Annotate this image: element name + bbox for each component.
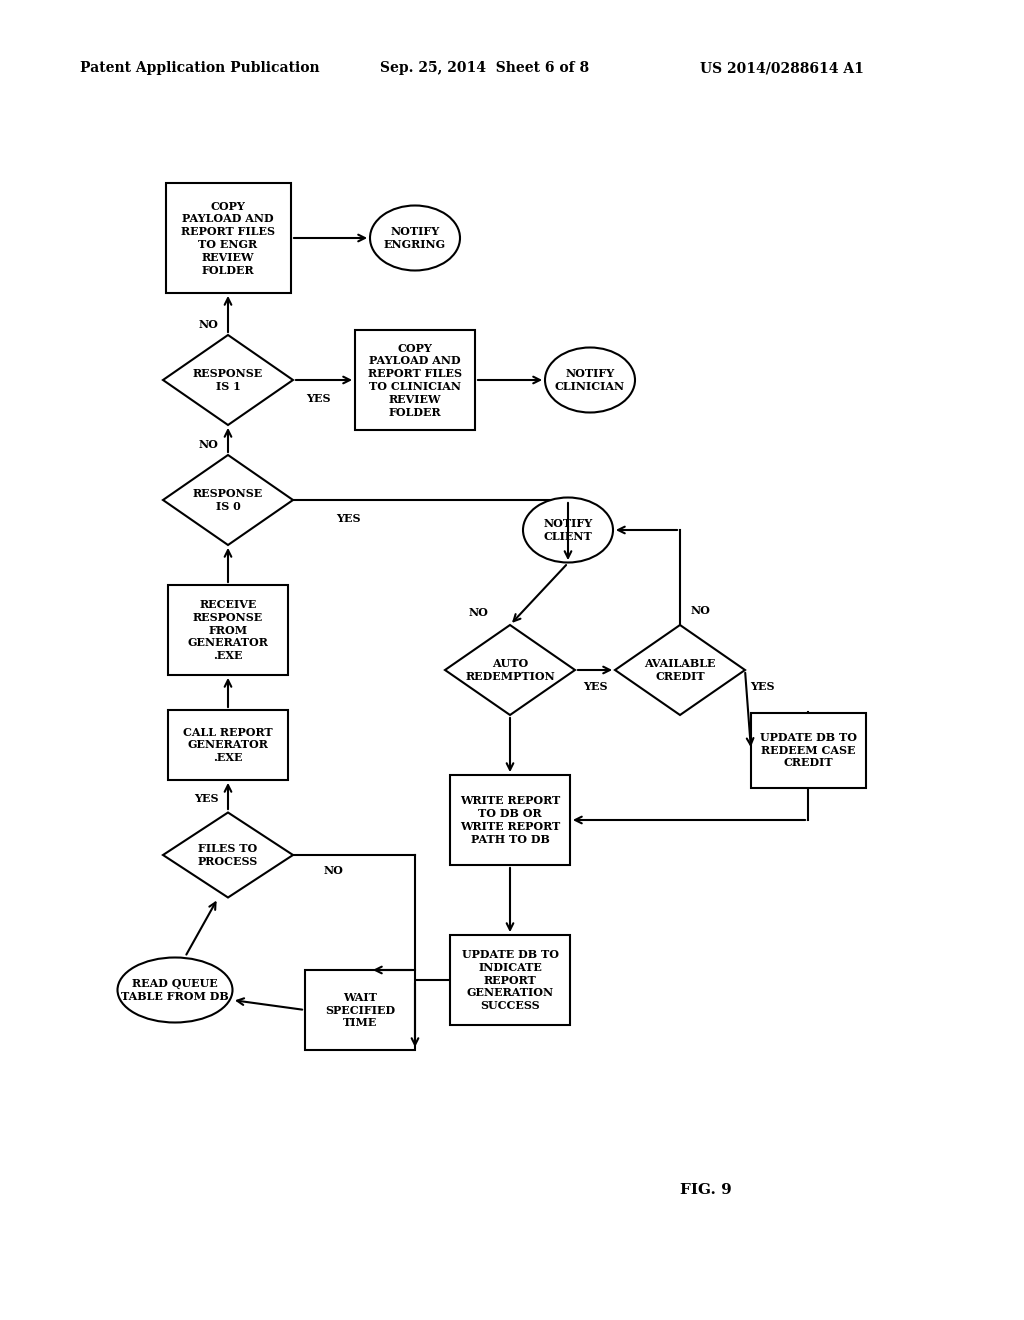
Polygon shape	[615, 624, 745, 715]
Text: YES: YES	[583, 681, 607, 692]
FancyBboxPatch shape	[751, 713, 865, 788]
FancyBboxPatch shape	[168, 710, 288, 780]
Text: NO: NO	[198, 319, 218, 330]
FancyBboxPatch shape	[355, 330, 475, 430]
FancyBboxPatch shape	[305, 970, 415, 1049]
Ellipse shape	[118, 957, 232, 1023]
Text: RESPONSE
IS 1: RESPONSE IS 1	[193, 368, 263, 392]
Text: AUTO
REDEMPTION: AUTO REDEMPTION	[465, 659, 555, 682]
FancyBboxPatch shape	[450, 775, 570, 865]
Text: NO: NO	[323, 865, 343, 875]
Text: AVAILABLE
CREDIT: AVAILABLE CREDIT	[644, 659, 716, 682]
Text: WAIT
SPECIFIED
TIME: WAIT SPECIFIED TIME	[325, 991, 395, 1028]
Text: UPDATE DB TO
INDICATE
REPORT
GENERATION
SUCCESS: UPDATE DB TO INDICATE REPORT GENERATION …	[462, 949, 558, 1011]
Text: FILES TO
PROCESS: FILES TO PROCESS	[198, 843, 258, 867]
Text: RESPONSE
IS 0: RESPONSE IS 0	[193, 488, 263, 512]
Text: COPY
PAYLOAD AND
REPORT FILES
TO ENGR
REVIEW
FOLDER: COPY PAYLOAD AND REPORT FILES TO ENGR RE…	[181, 201, 275, 276]
Text: NOTIFY
CLIENT: NOTIFY CLIENT	[544, 519, 593, 543]
Text: NOTIFY
ENGRING: NOTIFY ENGRING	[384, 226, 446, 249]
Text: NO: NO	[468, 606, 488, 618]
Text: YES: YES	[194, 793, 218, 804]
Text: COPY
PAYLOAD AND
REPORT FILES
TO CLINICIAN
REVIEW
FOLDER: COPY PAYLOAD AND REPORT FILES TO CLINICI…	[368, 342, 462, 417]
Ellipse shape	[545, 347, 635, 412]
Text: YES: YES	[306, 392, 331, 404]
Ellipse shape	[370, 206, 460, 271]
Text: US 2014/0288614 A1: US 2014/0288614 A1	[700, 61, 864, 75]
Text: CALL REPORT
GENERATOR
.EXE: CALL REPORT GENERATOR .EXE	[183, 727, 272, 763]
Text: Sep. 25, 2014  Sheet 6 of 8: Sep. 25, 2014 Sheet 6 of 8	[380, 61, 589, 75]
Text: READ QUEUE
TABLE FROM DB: READ QUEUE TABLE FROM DB	[121, 978, 229, 1002]
FancyBboxPatch shape	[168, 585, 288, 675]
FancyBboxPatch shape	[450, 935, 570, 1026]
Text: UPDATE DB TO
REDEEM CASE
CREDIT: UPDATE DB TO REDEEM CASE CREDIT	[760, 731, 856, 768]
Polygon shape	[163, 813, 293, 898]
Polygon shape	[445, 624, 575, 715]
Polygon shape	[163, 455, 293, 545]
Text: YES: YES	[750, 681, 774, 692]
Text: NO: NO	[198, 440, 218, 450]
Text: FIG. 9: FIG. 9	[680, 1183, 732, 1197]
Text: WRITE REPORT
TO DB OR
WRITE REPORT
PATH TO DB: WRITE REPORT TO DB OR WRITE REPORT PATH …	[460, 795, 560, 845]
Text: RECEIVE
RESPONSE
FROM
GENERATOR
.EXE: RECEIVE RESPONSE FROM GENERATOR .EXE	[187, 599, 268, 661]
Text: NOTIFY
CLINICIAN: NOTIFY CLINICIAN	[555, 368, 625, 392]
Ellipse shape	[523, 498, 613, 562]
Text: Patent Application Publication: Patent Application Publication	[80, 61, 319, 75]
Text: YES: YES	[336, 512, 360, 524]
Polygon shape	[163, 335, 293, 425]
FancyBboxPatch shape	[166, 183, 291, 293]
Text: NO: NO	[690, 605, 710, 615]
